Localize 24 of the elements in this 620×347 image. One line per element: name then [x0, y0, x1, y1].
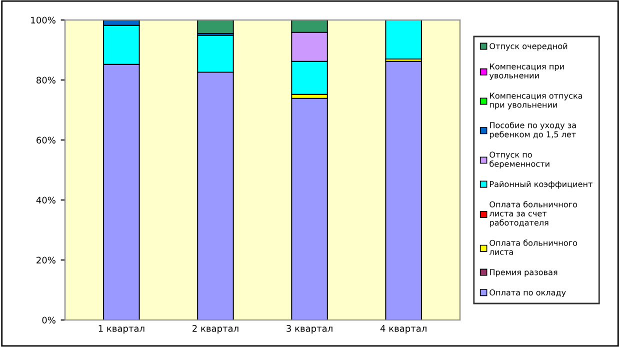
bar: [291, 98, 328, 320]
bar: [385, 20, 422, 60]
legend-label: Премия разовая: [490, 269, 558, 277]
y-tick-label: 40%: [36, 196, 56, 204]
legend-label: Оплата больничного листа: [490, 240, 578, 255]
y-tick-label: 0%: [42, 316, 56, 324]
x-tick-label: 3 квартал: [286, 325, 332, 334]
legend-label: Компенсация при увольнении: [489, 63, 564, 80]
x-tick-label: 1 квартал: [98, 325, 144, 334]
legend-label: Отпуск по беременности: [490, 152, 550, 168]
bar: [385, 60, 422, 320]
x-tick-label: 2 квартал: [192, 325, 238, 334]
legend-label: Пособие по уходу за ребенком до 1,5 лет: [490, 122, 576, 139]
legend-label: Оплата больничного листа за счет работодателя: [490, 201, 578, 228]
y-tick-label: 20%: [36, 256, 56, 264]
y-tick-label: 60%: [36, 136, 56, 144]
bar: [197, 20, 234, 34]
legend-label: Компенсация отпуска при увольнении: [490, 92, 582, 110]
legend-label: Отпуск очередной: [490, 42, 568, 51]
legend-label: Районный коэффициент: [490, 180, 592, 189]
x-tick-label: 4 квартал: [380, 325, 426, 334]
y-tick-label: 100%: [31, 16, 56, 24]
legend-label: Оплата по окладу: [490, 289, 566, 298]
y-tick-label: 80%: [36, 76, 56, 84]
